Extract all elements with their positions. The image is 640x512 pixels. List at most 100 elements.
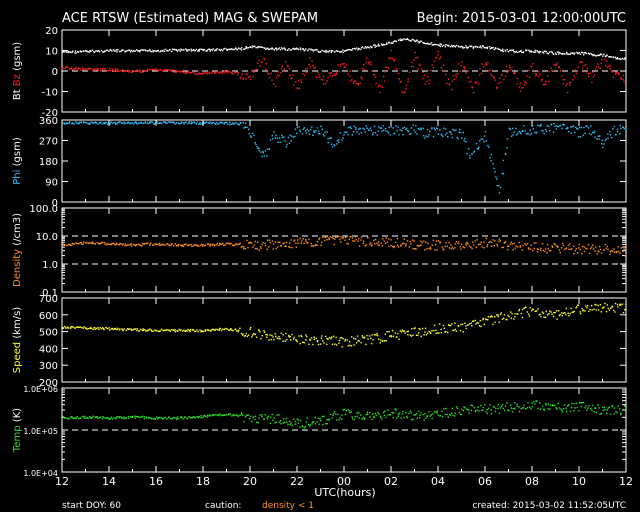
data-point: [171, 121, 173, 123]
data-point: [493, 77, 495, 79]
data-point: [99, 327, 101, 329]
data-point: [487, 316, 490, 318]
data-point: [410, 335, 413, 337]
data-point: [527, 401, 529, 404]
data-point: [262, 152, 265, 154]
data-point: [583, 126, 585, 129]
data-point: [113, 121, 116, 124]
data-point: [138, 70, 140, 72]
data-point: [494, 240, 496, 242]
data-point: [507, 248, 509, 251]
data-point: [336, 139, 339, 142]
data-point: [516, 403, 518, 405]
data-point: [592, 248, 595, 250]
data-point: [243, 335, 246, 337]
data-point: [205, 121, 207, 123]
data-point: [609, 55, 612, 58]
data-point: [157, 417, 159, 419]
data-point: [520, 87, 523, 89]
data-point: [355, 238, 357, 241]
data-point: [565, 313, 567, 316]
data-point: [362, 63, 365, 66]
data-point: [607, 307, 609, 310]
data-point: [193, 416, 195, 418]
data-point: [427, 136, 429, 138]
data-point: [587, 244, 590, 246]
data-point: [139, 69, 141, 71]
data-point: [360, 76, 362, 79]
data-point: [224, 70, 226, 72]
data-point: [170, 69, 172, 71]
data-point: [325, 51, 327, 53]
data-point: [295, 339, 298, 341]
data-point: [586, 248, 588, 250]
data-point: [624, 255, 626, 257]
data-point: [432, 44, 434, 46]
data-point: [508, 315, 510, 318]
data-point: [114, 327, 116, 330]
data-point: [390, 335, 392, 337]
data-point: [223, 122, 226, 124]
data-point: [298, 87, 301, 89]
data-point: [318, 74, 320, 76]
data-point: [397, 415, 399, 417]
y-tick-label: 100.0: [29, 204, 58, 215]
data-point: [577, 252, 579, 254]
data-point: [513, 51, 515, 53]
data-point: [209, 243, 212, 245]
data-point: [257, 422, 259, 424]
begin-time: Begin: 2015-03-01 12:00:00UTC: [417, 11, 626, 26]
data-point: [382, 340, 384, 342]
data-point: [374, 238, 377, 241]
data-point: [294, 135, 296, 138]
data-point: [620, 247, 622, 249]
data-point: [187, 123, 189, 125]
data-point: [426, 332, 429, 334]
data-point: [293, 48, 296, 50]
data-point: [499, 313, 502, 316]
series-speed: [62, 302, 627, 348]
data-point: [340, 65, 342, 67]
data-point: [461, 45, 463, 48]
data-point: [338, 342, 340, 344]
data-point: [316, 244, 318, 246]
data-point: [141, 415, 144, 418]
data-point: [398, 134, 400, 136]
data-point: [193, 49, 195, 51]
data-point: [455, 74, 457, 76]
y-tick-label: 10: [45, 47, 58, 58]
data-point: [74, 327, 76, 329]
data-point: [146, 122, 148, 124]
data-point: [447, 136, 449, 138]
data-point: [221, 414, 223, 416]
data-point: [221, 72, 224, 74]
data-point: [379, 127, 382, 129]
data-point: [490, 160, 492, 162]
data-point: [579, 311, 581, 313]
data-point: [160, 243, 163, 246]
data-point: [577, 304, 580, 306]
data-point: [601, 139, 603, 142]
data-point: [211, 49, 213, 51]
data-point: [380, 127, 383, 129]
data-point: [599, 54, 601, 56]
data-point: [331, 75, 334, 77]
data-point: [312, 50, 314, 52]
panel-frame: [61, 297, 627, 383]
data-point: [76, 242, 78, 245]
data-point: [467, 76, 469, 79]
data-point: [96, 327, 98, 330]
data-point: [290, 140, 292, 142]
data-point: [284, 48, 286, 50]
data-point: [605, 310, 608, 313]
data-point: [116, 51, 118, 53]
data-point: [100, 328, 103, 330]
data-point: [429, 130, 431, 133]
data-point: [143, 243, 145, 245]
data-point: [122, 243, 124, 245]
data-point: [479, 243, 482, 245]
data-point: [434, 129, 436, 131]
data-point: [109, 417, 112, 420]
data-point: [90, 327, 93, 330]
data-point: [483, 241, 485, 243]
